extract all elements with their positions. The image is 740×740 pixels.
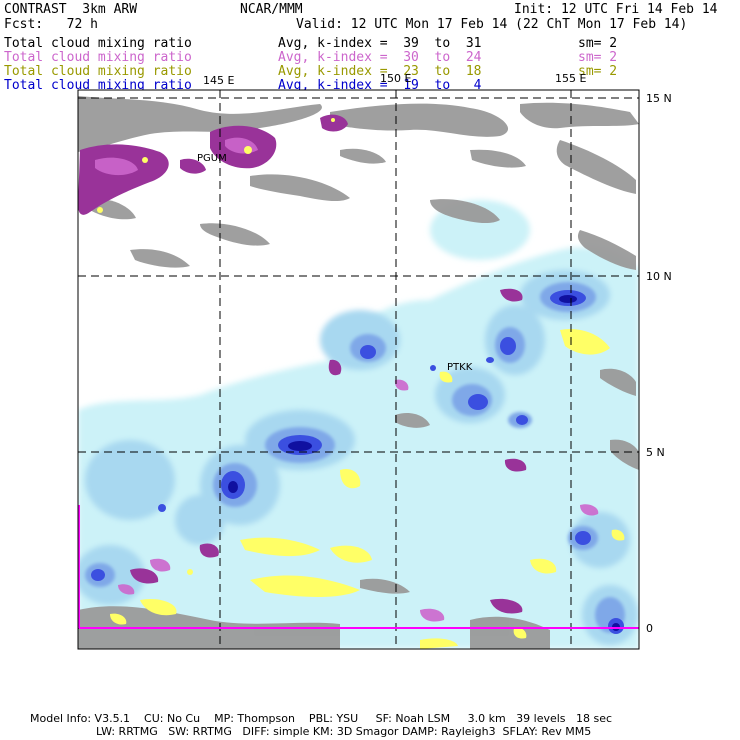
- yellow-cloud-regions: [110, 328, 625, 649]
- legend-field-4: Total cloud mixing ratio: [4, 78, 192, 93]
- hot-spot-markers: [97, 118, 335, 575]
- model-title: CONTRAST 3km ARW: [4, 2, 138, 17]
- legend-field-2: Total cloud mixing ratio: [4, 50, 192, 65]
- legend-field-3: Total cloud mixing ratio: [4, 64, 192, 79]
- valid-time: Valid: 12 UTC Mon 17 Feb 14 (22 ChT Mon …: [296, 17, 688, 32]
- map-frame: [77, 89, 640, 650]
- domain-boundary: [78, 505, 639, 629]
- lat-label-10n: 10 N: [646, 270, 672, 283]
- legend-field-1: Total cloud mixing ratio: [4, 36, 192, 51]
- legend-avg-4: Avg, k-index = 19 to 4: [278, 78, 482, 93]
- lat-label-0: 0: [646, 622, 653, 635]
- legend-sm-1: sm= 2: [578, 36, 618, 51]
- model-info-line2: LW: RRTMG SW: RRTMG DIFF: simple KM: 3D …: [96, 725, 592, 738]
- station-pgum: PGUM: [197, 153, 227, 164]
- station-ptkk: PTKK: [447, 362, 473, 373]
- lat-label-15n: 15 N: [646, 92, 672, 105]
- lon-label-145: 145 E: [203, 74, 234, 87]
- legend-sm-2: sm= 2: [578, 50, 618, 65]
- center-name: NCAR/MMM: [240, 2, 303, 17]
- lat-label-5n: 5 N: [646, 446, 665, 459]
- legend-avg-3: Avg, k-index = 23 to 18: [278, 64, 482, 79]
- lon-label-150: 150 E: [380, 72, 411, 85]
- lon-label-155: 155 E: [555, 72, 586, 85]
- legend-sm-3: sm= 2: [578, 64, 618, 79]
- lat-lon-grid: [78, 90, 639, 649]
- forecast-hour: Fcst: 72 h: [4, 17, 98, 32]
- legend-avg-2: Avg, k-index = 30 to 24: [278, 50, 482, 65]
- init-time: Init: 12 UTC Fri 14 Feb 14: [514, 2, 718, 17]
- model-info-line1: Model Info: V3.5.1 CU: No Cu MP: Thompso…: [30, 712, 613, 725]
- legend-avg-1: Avg, k-index = 39 to 31: [278, 36, 482, 51]
